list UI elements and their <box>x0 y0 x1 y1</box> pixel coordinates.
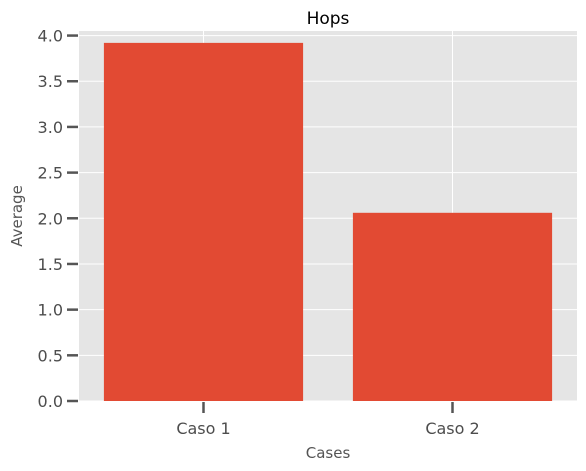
x-axis-ticks: Caso 1 Caso 2 <box>176 402 480 438</box>
bar-2 <box>352 212 553 401</box>
y-tick-label: 1.5 <box>38 255 63 274</box>
y-tick-label: 4.0 <box>38 27 63 46</box>
y-axis-label: Average <box>8 185 26 247</box>
y-axis-ticks: 0.0 0.5 1.0 1.5 2.0 2.5 3.0 3.5 4.0 <box>38 27 78 411</box>
y-tick-label: 3.5 <box>38 72 63 91</box>
bars <box>103 42 553 401</box>
x-tick-label: Caso 1 <box>176 419 230 438</box>
y-tick-label: 1.0 <box>38 301 63 320</box>
y-tick-label: 2.5 <box>38 164 63 183</box>
y-tick-label: 3.0 <box>38 118 63 137</box>
x-tick-label: Caso 2 <box>425 419 479 438</box>
x-axis-label: Cases <box>306 444 351 462</box>
chart-title: Hops <box>307 9 350 29</box>
bar-1 <box>103 42 304 401</box>
y-tick-label: 0.0 <box>38 392 63 411</box>
y-tick-label: 2.0 <box>38 209 63 228</box>
y-tick-label: 0.5 <box>38 346 63 365</box>
